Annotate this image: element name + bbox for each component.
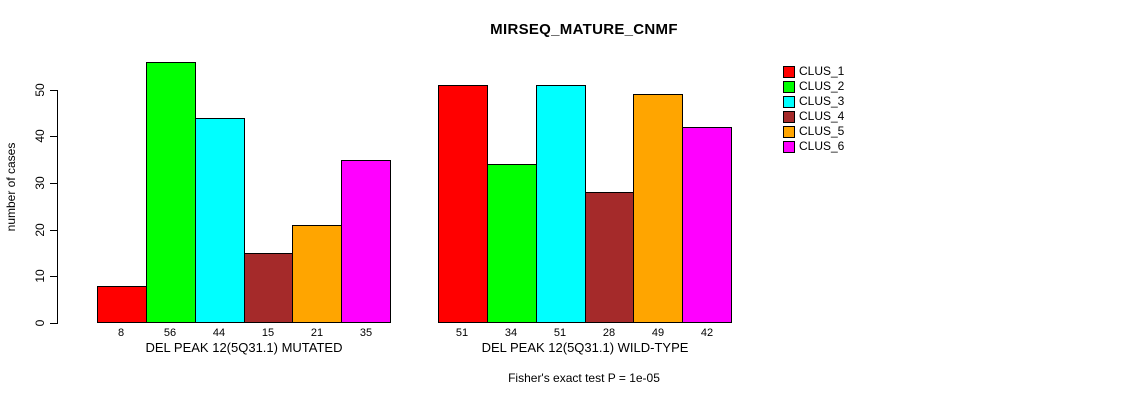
- bar-clus_2: [487, 164, 537, 323]
- legend-swatch-clus_2: [783, 80, 795, 93]
- bar-clus_1: [438, 85, 488, 323]
- y-tick: [50, 276, 58, 277]
- bar-value-label: 56: [163, 327, 177, 339]
- bar-value-label: 42: [700, 327, 714, 339]
- group-label-wildtype: DEL PEAK 12(5Q31.1) WILD-TYPE: [481, 340, 689, 355]
- legend-swatch-clus_5: [783, 125, 795, 138]
- chart-title: MIRSEQ_MATURE_CNMF: [490, 21, 678, 38]
- annotation-text: Fisher's exact test P = 1e-05: [508, 371, 660, 385]
- bar-clus_6: [682, 127, 732, 323]
- legend-label: CLUS_4: [799, 109, 845, 123]
- y-tick: [50, 90, 58, 91]
- bar-value-label: 28: [602, 327, 616, 339]
- bar-value-label: 51: [553, 327, 567, 339]
- group-label-mutated: DEL PEAK 12(5Q31.1) MUTATED: [145, 340, 343, 355]
- y-axis-line: [57, 90, 58, 324]
- legend: CLUS_1 CLUS_2 CLUS_3 CLUS_4 CLUS_5 CLUS_6: [783, 64, 844, 154]
- legend-label: CLUS_5: [799, 124, 845, 138]
- legend-swatch-clus_4: [783, 110, 795, 123]
- legend-swatch-clus_3: [783, 95, 795, 108]
- y-tick-label: 10: [33, 269, 47, 283]
- bar-value-label: 15: [261, 327, 275, 339]
- legend-item: CLUS_1: [783, 64, 844, 79]
- y-tick-label: 40: [33, 129, 47, 143]
- y-tick: [50, 183, 58, 184]
- legend-swatch-clus_1: [783, 65, 795, 78]
- bar-clus_2: [146, 62, 196, 323]
- legend-item: CLUS_2: [783, 79, 844, 94]
- bar-value-label: 21: [310, 327, 324, 339]
- y-tick: [50, 323, 58, 324]
- bar-clus_5: [633, 94, 683, 323]
- legend-label: CLUS_6: [799, 139, 845, 153]
- legend-item: CLUS_5: [783, 124, 844, 139]
- legend-swatch-clus_6: [783, 140, 795, 153]
- y-axis-title: number of cases: [4, 142, 18, 232]
- y-tick-label: 20: [33, 223, 47, 237]
- bar-clus_5: [292, 225, 342, 323]
- y-tick-label: 50: [33, 83, 47, 97]
- bar-value-label: 8: [117, 327, 125, 339]
- bar-clus_1: [97, 286, 147, 323]
- bar-clus_6: [341, 160, 391, 323]
- legend-label: CLUS_1: [799, 64, 845, 78]
- bar-clus_4: [585, 192, 634, 323]
- legend-item: CLUS_6: [783, 139, 844, 154]
- y-tick: [50, 230, 58, 231]
- bar-value-label: 51: [455, 327, 469, 339]
- legend-label: CLUS_2: [799, 79, 845, 93]
- legend-item: CLUS_4: [783, 109, 844, 124]
- legend-label: CLUS_3: [799, 94, 845, 108]
- bar-value-label: 35: [359, 327, 373, 339]
- y-tick: [50, 136, 58, 137]
- y-tick-label: 30: [33, 176, 47, 190]
- bar-clus_3: [536, 85, 586, 323]
- bar-clus_3: [195, 118, 245, 323]
- bar-value-label: 34: [504, 327, 518, 339]
- bar-value-label: 49: [651, 327, 665, 339]
- legend-item: CLUS_3: [783, 94, 844, 109]
- bar-clus_4: [244, 253, 293, 323]
- bar-value-label: 44: [212, 327, 226, 339]
- y-tick-label: 0: [33, 319, 47, 327]
